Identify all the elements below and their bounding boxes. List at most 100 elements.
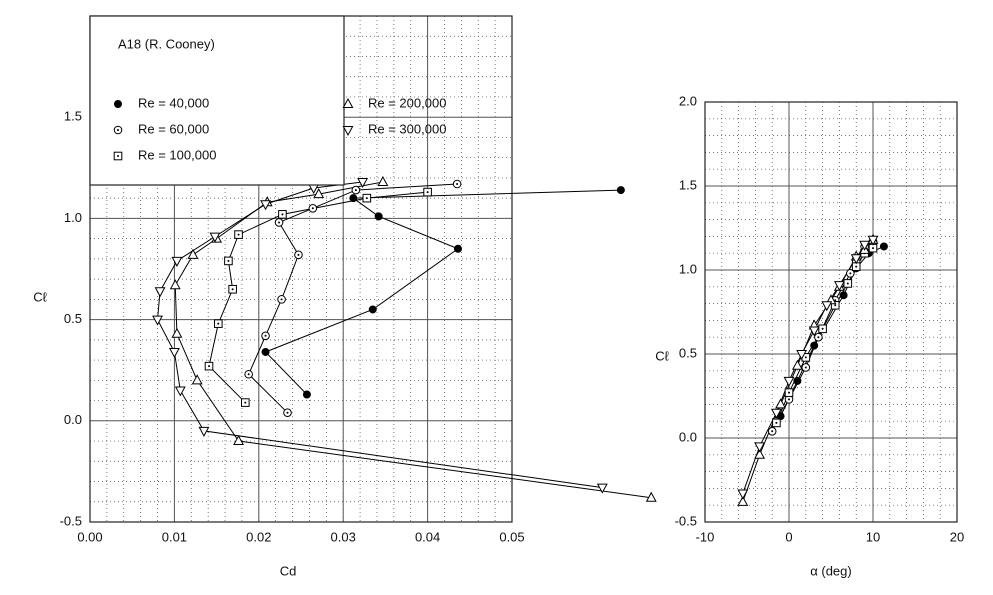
marker — [349, 194, 358, 203]
marker-dot — [281, 213, 284, 216]
y-tick-label: -0.5 — [675, 513, 697, 528]
marker — [198, 426, 210, 437]
marker — [154, 287, 166, 298]
plot-area — [705, 102, 957, 522]
marker-dot — [834, 304, 837, 307]
marker — [357, 177, 369, 189]
marker — [152, 315, 163, 326]
legend-marker — [342, 97, 354, 108]
plot-frame — [704, 101, 958, 523]
marker-dot — [834, 299, 837, 302]
marker-dot — [354, 189, 357, 192]
marker — [754, 448, 766, 459]
marker — [810, 341, 819, 350]
marker-dot — [775, 421, 778, 424]
legend-marker — [342, 126, 354, 137]
marker-dot — [278, 221, 281, 224]
marker-dot — [365, 197, 368, 200]
marker-dot — [217, 322, 220, 325]
marker — [368, 305, 377, 314]
marker — [645, 491, 657, 502]
y-tick-label: 1.5 — [679, 177, 697, 192]
marker — [850, 254, 862, 265]
marker — [313, 188, 325, 199]
x-axis-label: Cd — [280, 563, 297, 578]
marker — [737, 495, 749, 506]
marker — [793, 376, 802, 385]
marker — [377, 175, 389, 186]
marker — [260, 200, 271, 211]
marker — [867, 235, 879, 246]
marker-dot — [821, 327, 824, 330]
marker-dot — [804, 366, 807, 369]
marker — [737, 489, 749, 500]
x-tick-label: 0.03 — [331, 529, 356, 544]
marker — [233, 434, 244, 446]
marker-dot — [456, 182, 459, 185]
marker — [821, 301, 833, 312]
marker — [191, 374, 203, 385]
y-tick-label: 1.0 — [64, 210, 82, 225]
marker-dot — [804, 356, 807, 359]
marker — [770, 408, 782, 419]
x-tick-label: 0.00 — [77, 529, 102, 544]
marker-dot — [280, 298, 283, 301]
marker — [596, 483, 608, 494]
marker — [879, 242, 888, 251]
marker — [168, 347, 180, 359]
marker — [791, 359, 803, 370]
marker — [833, 281, 845, 292]
y-tick-label: 1.0 — [679, 261, 697, 276]
y-tick-label: 2.0 — [679, 93, 697, 108]
marker-dot — [788, 398, 790, 401]
marker — [775, 398, 787, 409]
marker — [839, 291, 848, 300]
marker-dot — [117, 129, 119, 131]
marker — [209, 232, 221, 243]
marker-dot — [788, 391, 790, 394]
series-line — [174, 181, 652, 499]
legend-label: Re = 300,000 — [368, 121, 446, 136]
x-axis-label: α (deg) — [810, 563, 851, 578]
marker — [302, 390, 311, 399]
marker-dot — [231, 288, 234, 291]
y-tick-label: 0.5 — [64, 311, 82, 326]
marker-dot — [237, 233, 240, 236]
y-axis-label: Cℓ — [33, 289, 47, 304]
marker-dot — [247, 373, 250, 376]
marker-dot — [264, 334, 267, 337]
marker — [754, 442, 766, 453]
marker-dot — [817, 336, 820, 339]
legend-label: Re = 40,000 — [138, 95, 209, 110]
marker-dot — [244, 401, 247, 404]
marker-dot — [227, 259, 230, 262]
marker — [783, 376, 795, 387]
marker-dot — [117, 155, 119, 157]
x-tick-label: 0.01 — [162, 529, 187, 544]
marker — [374, 212, 383, 221]
legend-label: Re = 200,000 — [368, 95, 446, 110]
x-tick-label: 20 — [950, 529, 964, 544]
marker-dot — [297, 253, 300, 256]
chart-title: A18 (R. Cooney) — [118, 36, 215, 51]
marker-dot — [771, 430, 774, 433]
y-tick-label: 0.0 — [679, 429, 697, 444]
marker-dot — [846, 282, 849, 285]
marker — [616, 186, 625, 195]
marker-dot — [286, 411, 289, 414]
y-tick-label: -0.5 — [60, 513, 82, 528]
marker-dot — [208, 365, 211, 368]
y-tick-label: 0.0 — [64, 412, 82, 427]
x-tick-label: 0.04 — [415, 529, 440, 544]
marker — [808, 326, 820, 337]
x-tick-label: 10 — [866, 529, 880, 544]
marker-dot — [311, 207, 314, 210]
marker-dot — [855, 265, 858, 268]
marker-dot — [872, 247, 874, 250]
x-tick-label: -10 — [696, 529, 715, 544]
legend-box — [89, 15, 345, 186]
marker — [859, 240, 871, 251]
y-axis-label: Cℓ — [655, 348, 669, 363]
x-tick-label: 0.02 — [246, 529, 271, 544]
